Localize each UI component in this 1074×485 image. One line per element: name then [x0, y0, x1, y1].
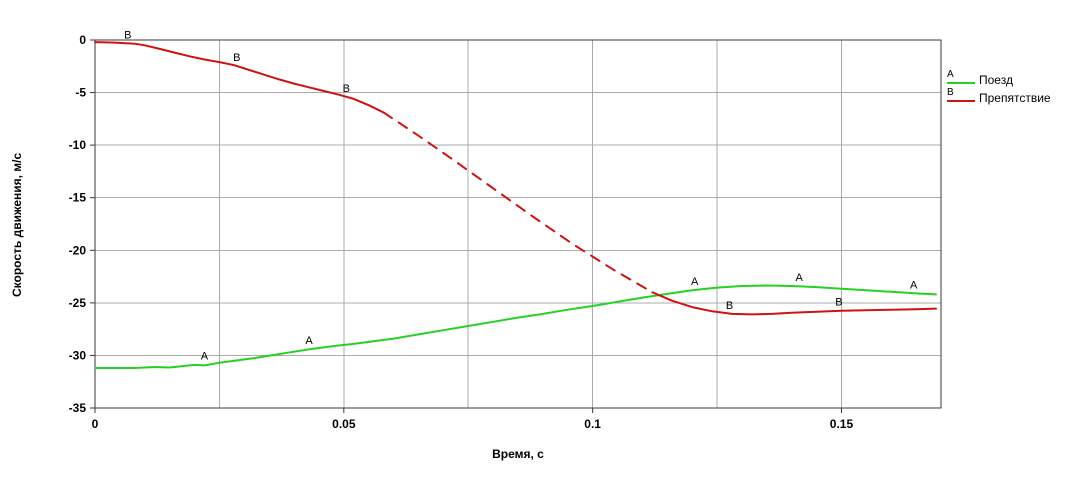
svg-text:B: B	[124, 30, 131, 42]
svg-text:B: B	[343, 83, 350, 95]
svg-text:B: B	[835, 297, 842, 309]
svg-text:A: A	[910, 279, 918, 291]
svg-text:-35: -35	[69, 401, 87, 415]
legend-letter-b: B	[947, 87, 954, 98]
y-axis-label: Скорость движения, м/с	[10, 152, 24, 298]
svg-text:0.05: 0.05	[332, 417, 356, 431]
svg-text:B: B	[233, 52, 240, 64]
svg-text:-10: -10	[69, 138, 87, 152]
svg-text:0.15: 0.15	[830, 417, 854, 431]
legend-letter-a: A	[947, 69, 954, 80]
svg-text:0: 0	[79, 33, 86, 47]
legend-item-train: A Поезд	[947, 69, 1051, 87]
svg-text:-30: -30	[69, 348, 87, 362]
svg-text:-15: -15	[69, 191, 87, 205]
svg-text:A: A	[201, 350, 209, 362]
legend-line-red	[947, 100, 975, 102]
svg-text:A: A	[305, 335, 313, 347]
svg-text:A: A	[795, 272, 803, 284]
svg-text:0.1: 0.1	[584, 417, 601, 431]
legend-item-obstacle: B Препятствие	[947, 87, 1051, 105]
legend-marker-b: B	[947, 87, 975, 105]
legend-label-obstacle: Препятствие	[979, 91, 1051, 105]
legend-marker-a: A	[947, 69, 975, 87]
svg-text:-20: -20	[69, 243, 87, 257]
svg-text:-5: -5	[75, 86, 86, 100]
legend-line-green	[947, 82, 975, 84]
legend-label-train: Поезд	[979, 73, 1013, 87]
x-axis-label: Время, с	[492, 447, 544, 461]
legend: A Поезд B Препятствие	[947, 69, 1051, 108]
svg-text:0: 0	[92, 417, 99, 431]
svg-text:A: A	[691, 276, 699, 288]
svg-text:B: B	[726, 300, 733, 312]
svg-text:-25: -25	[69, 296, 87, 310]
